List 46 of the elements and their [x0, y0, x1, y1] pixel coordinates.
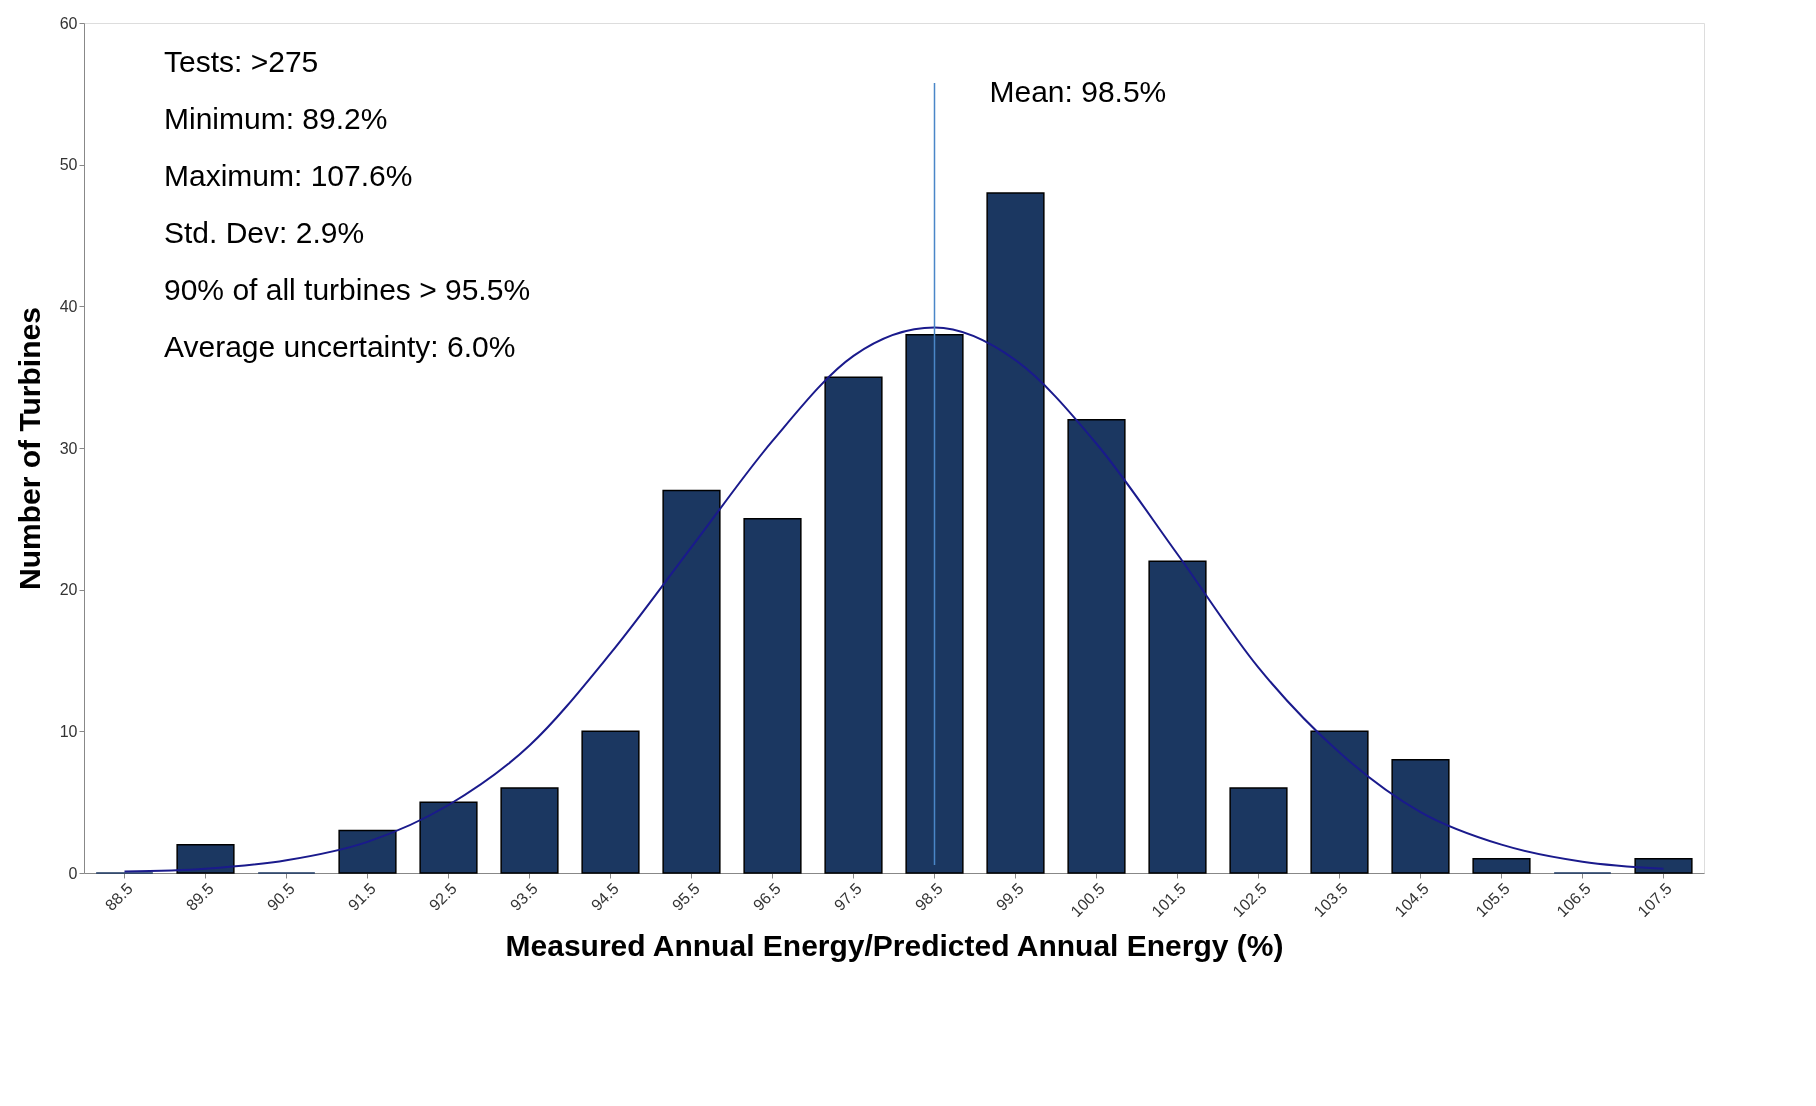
bar: [1634, 858, 1693, 874]
x-tick-label: 95.5: [668, 879, 703, 914]
y-tick-label: 50: [59, 156, 78, 174]
x-tick-label: 92.5: [425, 879, 460, 914]
y-tick-label: 30: [59, 439, 78, 457]
bar: [1310, 730, 1369, 874]
bar: [581, 730, 640, 874]
x-tick-label: 94.5: [587, 879, 622, 914]
x-tick-label: 98.5: [911, 879, 946, 914]
y-axis-title: Number of Turbines: [12, 307, 46, 590]
annotation: Std. Dev: 2.9%: [164, 216, 365, 249]
y-tick-label: 20: [59, 581, 78, 599]
bar: [986, 192, 1045, 874]
y-tick-label: 60: [59, 14, 78, 32]
annotation: 90% of all turbines > 95.5%: [164, 273, 531, 306]
y-tick-label: 0: [68, 864, 78, 882]
bar: [338, 829, 397, 874]
bar: [662, 489, 721, 874]
bar: [743, 518, 802, 874]
bar: [500, 787, 559, 874]
x-tick-label: 89.5: [182, 879, 217, 914]
bar: [1067, 418, 1126, 874]
ref-line-label: Mean: 98.5%: [989, 75, 1167, 108]
bar: [824, 376, 883, 874]
annotation: Tests: >275: [164, 45, 319, 78]
x-tick-label: 96.5: [749, 879, 784, 914]
x-tick-label: 88.5: [101, 879, 136, 914]
bar: [176, 843, 235, 874]
x-tick-label: 97.5: [830, 879, 865, 914]
bar: [1148, 560, 1207, 874]
x-axis-title: Measured Annual Energy/Predicted Annual Energy (%): [505, 929, 1284, 963]
y-tick-label: 10: [59, 722, 78, 740]
x-tick-label: 90.5: [263, 879, 298, 914]
line-series: [123, 326, 1665, 873]
x-tick-label: 99.5: [992, 879, 1027, 914]
x-tick-label: 91.5: [344, 879, 379, 914]
annotation: Maximum: 107.6%: [164, 159, 413, 192]
bar: [905, 333, 964, 874]
bar: [1472, 858, 1531, 874]
bar: [419, 801, 478, 874]
bar: [1229, 787, 1288, 874]
x-tick-label: 93.5: [506, 879, 541, 914]
annotation: Minimum: 89.2%: [164, 102, 388, 135]
annotation: Average uncertainty: 6.0%: [164, 330, 516, 363]
y-tick-label: 40: [59, 297, 78, 315]
bar: [1391, 758, 1450, 874]
